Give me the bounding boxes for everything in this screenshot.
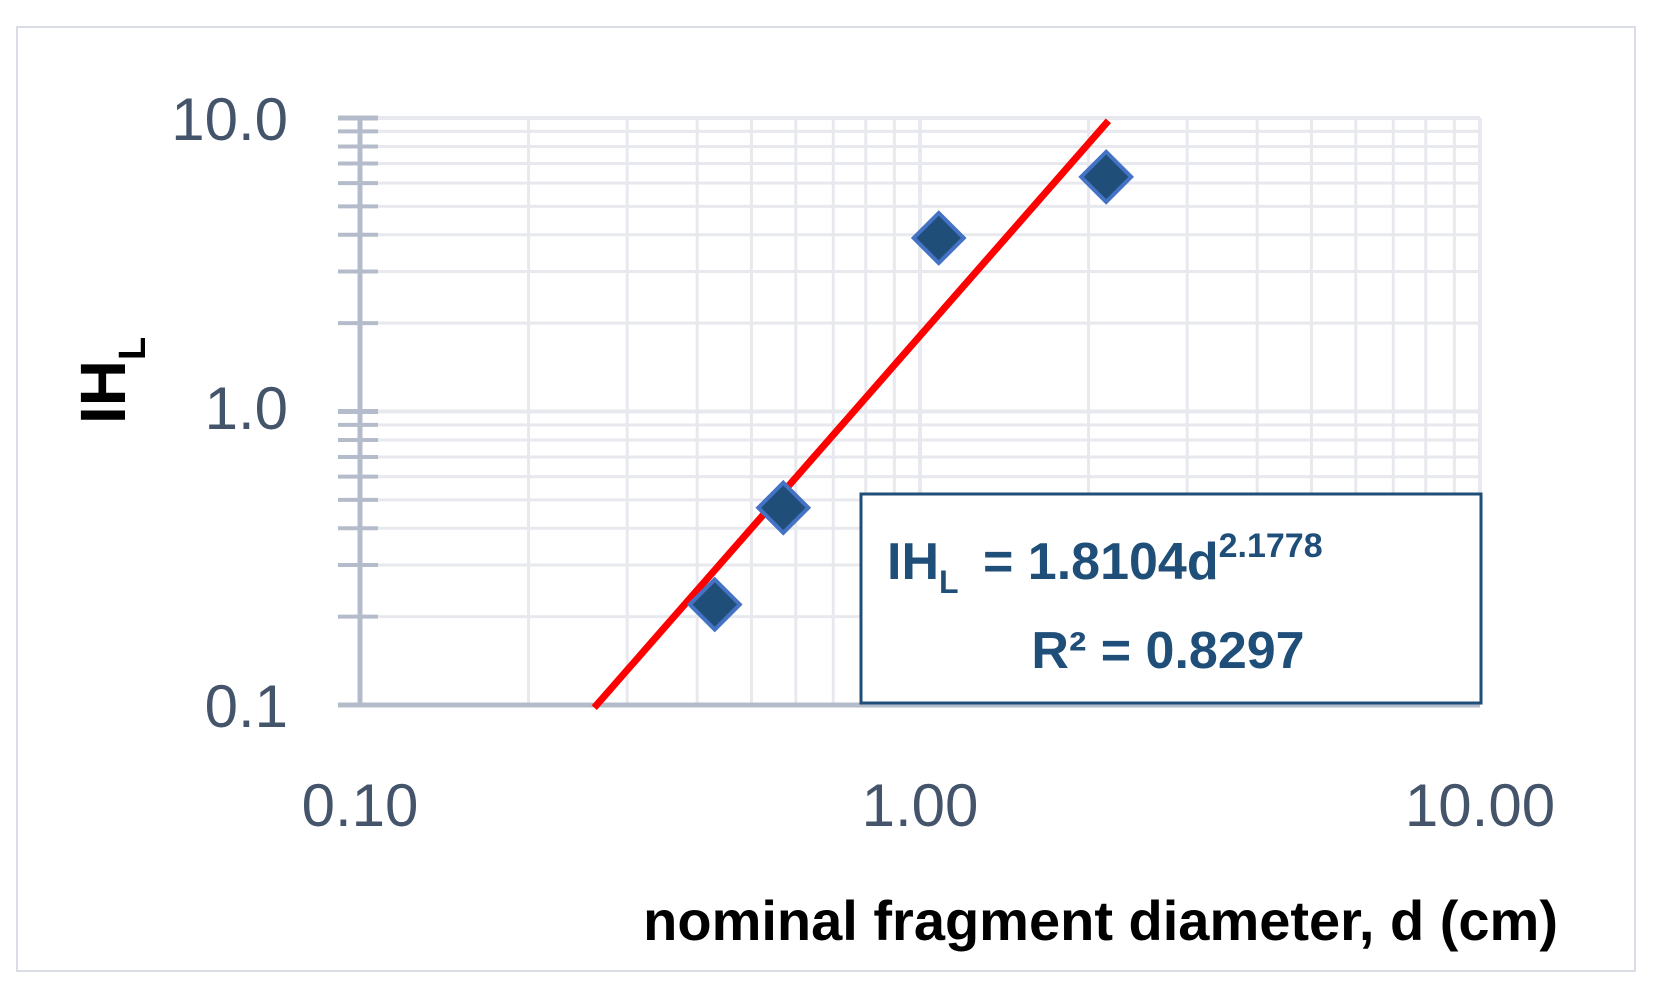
y-axis-title-main: IH	[67, 360, 139, 424]
equation-lhs-sub: L	[939, 564, 959, 600]
y-axis-title-sub: L	[112, 337, 154, 360]
chart-frame	[16, 26, 1636, 972]
r-squared-text: R² = 0.8297	[1031, 622, 1304, 680]
x-tick-label-right: 10.00	[1405, 772, 1555, 839]
equation-box: IHL = 1.8104d2.1778 R² = 0.8297	[859, 492, 1483, 705]
y-tick-label-mid: 1.0	[205, 375, 288, 442]
trendline	[591, 118, 1112, 710]
axis-layer	[338, 115, 1480, 708]
x-tick-label-left: 0.10	[302, 772, 419, 839]
y-tick-label-bottom: 0.1	[205, 673, 288, 740]
equation-box-border	[859, 492, 1483, 705]
data-point	[686, 576, 743, 633]
data-point	[755, 479, 812, 536]
data-point	[910, 210, 967, 266]
tick-labels: 10.0 1.0 0.1 0.10 1.00 10.00	[171, 86, 1555, 839]
data-point	[1078, 149, 1134, 205]
equation-rhs: = 1.8104d	[969, 533, 1219, 591]
point-layer	[686, 149, 1134, 633]
equation-exponent: 2.1778	[1219, 527, 1323, 565]
x-tick-label-mid: 1.00	[862, 772, 979, 839]
svg-text:IHL: IHL	[67, 337, 154, 424]
equation-lhs-main: IH	[887, 533, 939, 591]
x-axis-title: nominal fragment diameter, d (cm)	[643, 889, 1558, 952]
y-axis-title: IHL	[67, 337, 154, 424]
y-tick-label-top: 10.0	[171, 86, 288, 153]
equation-text: IHL = 1.8104d2.1778	[887, 527, 1323, 600]
trend-layer	[591, 118, 1112, 710]
